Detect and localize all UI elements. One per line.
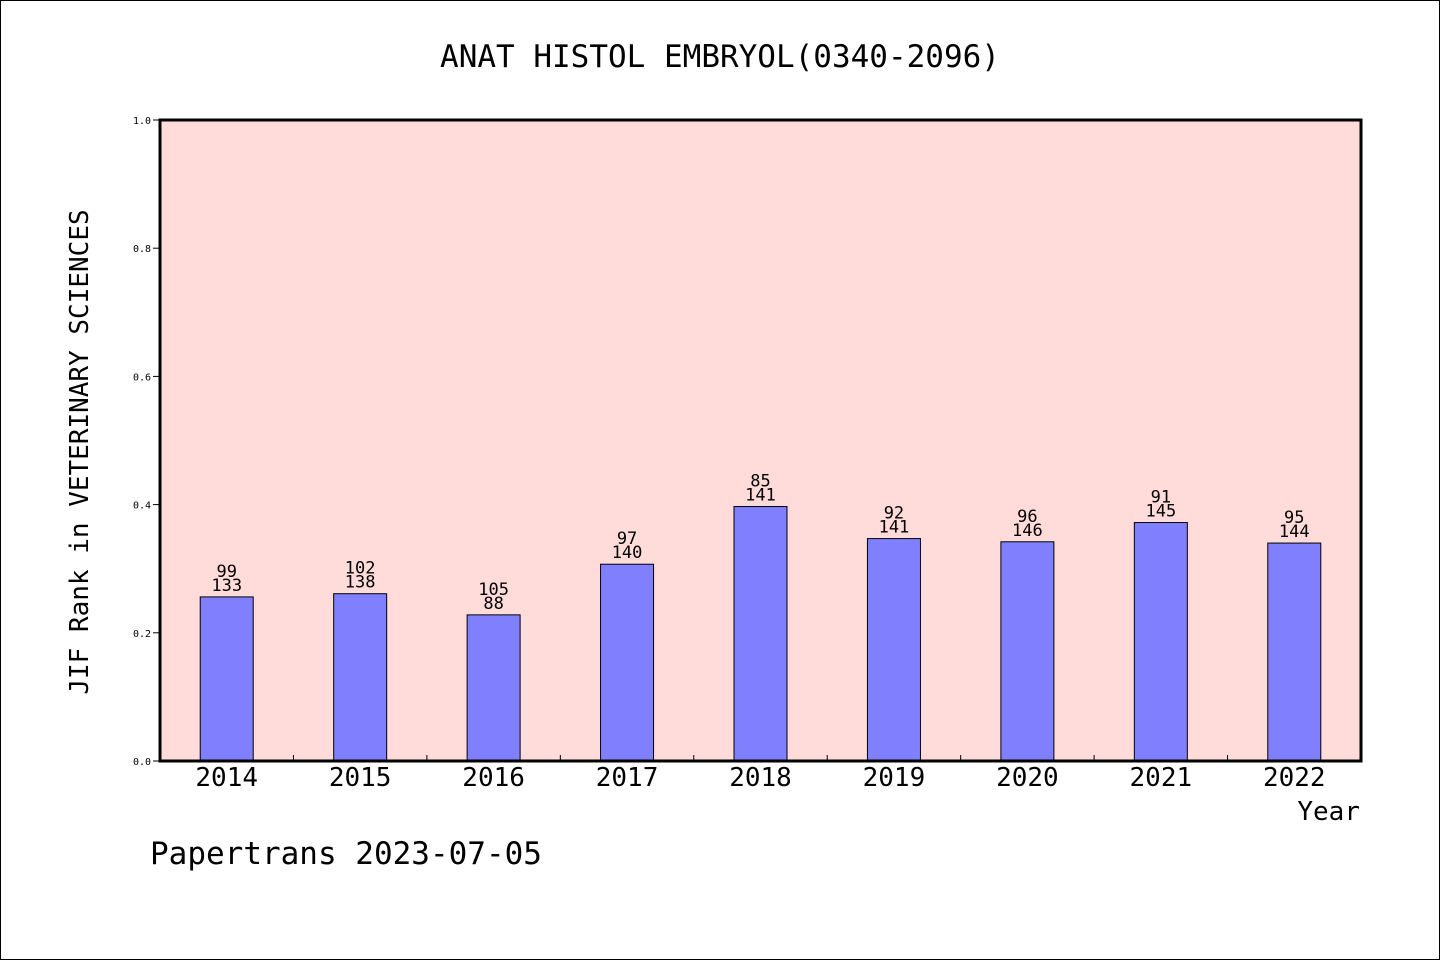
x-tick-label-2016: 2016 xyxy=(462,763,525,793)
rank-label-2015: 102 xyxy=(345,559,376,579)
x-tick-label-2017: 2017 xyxy=(596,763,659,793)
total-label-2022: 144 xyxy=(1279,522,1310,542)
total-label-2018: 141 xyxy=(745,486,776,506)
total-label-2019: 141 xyxy=(879,518,910,538)
bars-layer xyxy=(199,506,1322,762)
y-axis-label: JIF Rank in VETERINARY SCIENCES xyxy=(65,209,95,694)
y-tick-label-0.2: 0.2 xyxy=(133,629,151,640)
rank-label-2019: 92 xyxy=(884,504,904,524)
y-tick-label-0.6: 0.6 xyxy=(133,372,151,383)
bar-2022 xyxy=(1267,542,1322,762)
bar-2017 xyxy=(600,563,655,762)
y-tick-label-0.4: 0.4 xyxy=(133,501,151,512)
x-axis-label: Year xyxy=(1297,797,1360,827)
bar-2016 xyxy=(466,614,521,762)
plot-border xyxy=(158,118,1363,763)
rank-label-2020: 96 xyxy=(1017,507,1037,527)
bar-2021 xyxy=(1133,522,1188,762)
total-label-2021: 145 xyxy=(1145,502,1176,522)
rank-label-2014: 99 xyxy=(216,562,236,582)
rank-label-2022: 95 xyxy=(1284,508,1304,528)
total-label-2016: 88 xyxy=(483,594,503,614)
x-tick-label-2014: 2014 xyxy=(195,763,258,793)
rank-label-2017: 97 xyxy=(617,529,637,549)
y-tick-label-1.0: 1.0 xyxy=(133,116,151,127)
x-tick-label-2021: 2021 xyxy=(1130,763,1193,793)
x-tick-label-2019: 2019 xyxy=(863,763,926,793)
total-label-2014: 133 xyxy=(211,576,242,596)
bar-2015 xyxy=(333,593,388,762)
x-tick-label-2015: 2015 xyxy=(329,763,392,793)
footer-watermark: Papertrans 2023-07-05 xyxy=(150,836,542,872)
rank-label-2016: 105 xyxy=(478,580,509,600)
x-tick-label-2022: 2022 xyxy=(1263,763,1326,793)
rank-label-2018: 85 xyxy=(750,472,770,492)
bar-2019 xyxy=(866,538,921,762)
total-label-2015: 138 xyxy=(345,573,376,593)
bar-2020 xyxy=(1000,541,1055,762)
rank-label-2021: 91 xyxy=(1151,488,1171,508)
x-ticks-layer: 2014 2015 2016 2017 2018 2019 2020 2021 2022 xyxy=(195,755,1326,793)
y-ticks-layer: 0.0 0.2 0.4 0.6 0.8 1.0 xyxy=(133,116,160,768)
chart-title: ANAT HISTOL EMBRYOL(0340-2096) xyxy=(440,39,1000,75)
x-tick-label-2020: 2020 xyxy=(996,763,1059,793)
total-label-2017: 140 xyxy=(612,543,643,563)
y-tick-label-0.0: 0.0 xyxy=(133,757,151,768)
bar-2018 xyxy=(733,506,788,762)
x-tick-label-2018: 2018 xyxy=(729,763,792,793)
y-tick-label-0.8: 0.8 xyxy=(133,244,151,255)
bar-2014 xyxy=(199,596,254,762)
total-label-2020: 146 xyxy=(1012,521,1043,541)
